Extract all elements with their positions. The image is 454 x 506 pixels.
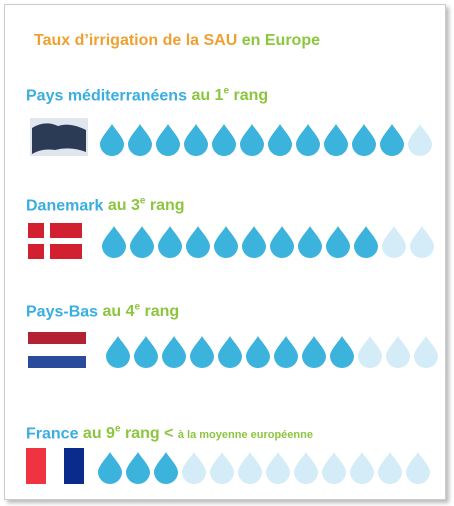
- row-name: France: [26, 425, 79, 443]
- filled-drops: [100, 124, 404, 156]
- drop-filled: [154, 452, 178, 484]
- row-label: Pays-Bas au 4e rang: [26, 302, 179, 321]
- filled-drops: [98, 452, 178, 484]
- drop-filled: [330, 336, 354, 368]
- drop-empty: [382, 226, 406, 258]
- rank-text: au 9: [82, 425, 115, 443]
- rank-note: à la moyenne européenne: [177, 429, 313, 442]
- rank: au 1e rang: [191, 86, 269, 105]
- drop-empty: [414, 336, 438, 368]
- rank-text: au 1: [191, 87, 224, 105]
- drop-empty: [386, 336, 410, 368]
- drop-row: [98, 452, 430, 484]
- drop-row: [100, 124, 432, 156]
- drop-empty: [322, 452, 346, 484]
- rank-suffix: rang: [149, 197, 185, 215]
- drop-filled: [326, 226, 350, 258]
- drop-empty: [358, 336, 382, 368]
- row-label: France au 9e rang < à la moyenne europée…: [26, 424, 313, 443]
- drop-empty: [266, 452, 290, 484]
- rank-sup: e: [139, 196, 146, 207]
- rank-suffix: rang: [233, 87, 269, 105]
- row-label: Danemark au 3e rang: [26, 196, 185, 215]
- row-name: Pays méditerranéens: [26, 87, 187, 105]
- drop-filled: [100, 124, 124, 156]
- drop-filled: [274, 336, 298, 368]
- drop-filled: [242, 226, 266, 258]
- drop-filled: [240, 124, 264, 156]
- drop-filled: [302, 336, 326, 368]
- drop-filled: [212, 124, 236, 156]
- row-name: Pays-Bas: [26, 303, 99, 321]
- drop-filled: [184, 124, 208, 156]
- drop-empty: [410, 226, 434, 258]
- drop-filled: [186, 226, 210, 258]
- drop-filled: [324, 124, 348, 156]
- rank-text: au 3: [107, 197, 140, 215]
- rank-suffix: rang: [144, 303, 180, 321]
- row-name: Danemark: [26, 197, 104, 215]
- title-rest: en Europe: [241, 32, 320, 49]
- drop-filled: [106, 336, 130, 368]
- drop-filled: [156, 124, 180, 156]
- drop-empty: [408, 124, 432, 156]
- filled-drops: [106, 336, 354, 368]
- drop-filled: [158, 226, 182, 258]
- rank-suffix: rang <: [124, 425, 174, 443]
- title: Taux d’irrigation de la SAU en Europe: [34, 32, 320, 50]
- title-main: Taux d’irrigation de la SAU: [34, 32, 238, 49]
- drop-empty: [406, 452, 430, 484]
- drop-empty: [182, 452, 206, 484]
- drop-filled: [352, 124, 376, 156]
- drop-filled: [162, 336, 186, 368]
- rank: au 9e rang < à la moyenne européenne: [82, 424, 313, 443]
- drop-filled: [218, 336, 242, 368]
- drop-empty: [350, 452, 374, 484]
- row-label: Pays méditerranéens au 1e rang: [26, 86, 268, 105]
- rank: au 4e rang: [102, 302, 180, 321]
- drop-row: [106, 336, 438, 368]
- flag-netherlands: [28, 332, 86, 368]
- drop-filled: [130, 226, 154, 258]
- rank-text: au 4: [102, 303, 135, 321]
- flag-denmark: [28, 223, 82, 259]
- rank-sup: e: [134, 302, 141, 313]
- drop-filled: [134, 336, 158, 368]
- drop-empty: [210, 452, 234, 484]
- drop-filled: [380, 124, 404, 156]
- drop-filled: [128, 124, 152, 156]
- drop-row: [102, 226, 434, 258]
- drop-filled: [214, 226, 238, 258]
- drop-filled: [268, 124, 292, 156]
- drop-filled: [126, 452, 150, 484]
- flag-france: [26, 448, 84, 484]
- drop-filled: [270, 226, 294, 258]
- rank: au 3e rang: [107, 196, 185, 215]
- rank-sup: e: [114, 424, 121, 435]
- rank-sup: e: [223, 86, 230, 97]
- drop-filled: [298, 226, 322, 258]
- drop-filled: [190, 336, 214, 368]
- drop-filled: [296, 124, 320, 156]
- med-icon: [30, 118, 88, 156]
- drop-filled: [246, 336, 270, 368]
- drop-empty: [238, 452, 262, 484]
- drop-empty: [294, 452, 318, 484]
- drop-filled: [98, 452, 122, 484]
- drop-empty: [378, 452, 402, 484]
- drop-filled: [102, 226, 126, 258]
- drop-filled: [354, 226, 378, 258]
- filled-drops: [102, 226, 378, 258]
